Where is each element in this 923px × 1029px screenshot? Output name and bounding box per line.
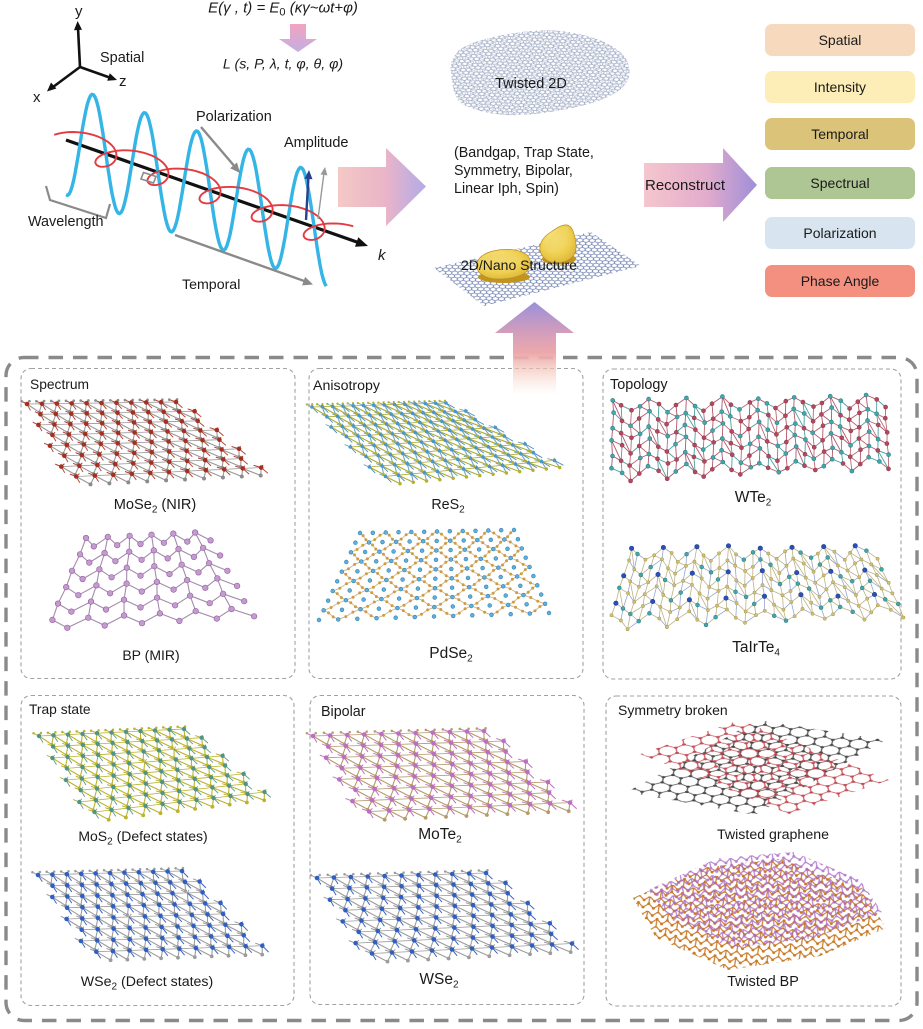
svg-text:Wavelength: Wavelength bbox=[28, 214, 103, 230]
svg-text:x: x bbox=[33, 89, 41, 106]
svg-text:Reconstruct: Reconstruct bbox=[645, 177, 726, 194]
svg-text:Polarization: Polarization bbox=[803, 225, 876, 241]
svg-text:Intensity: Intensity bbox=[814, 79, 866, 95]
svg-text:Symmetry broken: Symmetry broken bbox=[618, 702, 728, 718]
svg-text:Spectrual: Spectrual bbox=[810, 175, 869, 191]
svg-text:E(γ , t) = E0 (κγ~ωt+φ): E(γ , t) = E0 (κγ~ωt+φ) bbox=[208, 0, 358, 19]
svg-text:Polarization: Polarization bbox=[196, 109, 272, 125]
svg-text:Linear Iph, Spin): Linear Iph, Spin) bbox=[454, 181, 559, 197]
svg-text:Phase Angle: Phase Angle bbox=[801, 273, 880, 289]
svg-text:Trap state: Trap state bbox=[29, 702, 91, 717]
svg-text:BP (MIR): BP (MIR) bbox=[122, 647, 179, 663]
svg-text:ReS2: ReS2 bbox=[431, 497, 465, 516]
svg-text:Bipolar: Bipolar bbox=[321, 704, 366, 720]
svg-text:MoTe2: MoTe2 bbox=[418, 826, 462, 846]
svg-text:Twisted graphene: Twisted graphene bbox=[717, 827, 829, 843]
svg-text:WSe2 (Defect states): WSe2 (Defect states) bbox=[81, 974, 214, 993]
svg-text:Amplitude: Amplitude bbox=[284, 135, 348, 151]
svg-text:Twisted 2D: Twisted 2D bbox=[495, 76, 567, 92]
svg-text:Spectrum: Spectrum bbox=[30, 377, 89, 392]
svg-text:(Bandgap, Trap State,: (Bandgap, Trap State, bbox=[454, 145, 594, 161]
svg-text:y: y bbox=[75, 3, 83, 20]
svg-text:MoSe2 (NIR): MoSe2 (NIR) bbox=[114, 497, 197, 516]
svg-text:Spatial: Spatial bbox=[819, 32, 862, 48]
svg-text:Anisotropy: Anisotropy bbox=[313, 378, 381, 394]
svg-text:Spatial: Spatial bbox=[100, 50, 144, 66]
svg-text:z: z bbox=[119, 73, 127, 90]
svg-text:L (s, P, λ, t, φ, θ, φ): L (s, P, λ, t, φ, θ, φ) bbox=[223, 57, 343, 73]
svg-text:PdSe2: PdSe2 bbox=[429, 645, 473, 665]
svg-text:WTe2: WTe2 bbox=[735, 489, 772, 509]
svg-text:Twisted BP: Twisted BP bbox=[727, 974, 799, 990]
svg-text:MoS2 (Defect states): MoS2 (Defect states) bbox=[78, 828, 207, 848]
svg-text:Temporal: Temporal bbox=[811, 126, 869, 142]
svg-text:Topology: Topology bbox=[610, 377, 668, 393]
svg-text:TaIrTe4: TaIrTe4 bbox=[732, 639, 780, 659]
svg-text:WSe2: WSe2 bbox=[419, 971, 459, 991]
svg-text:k: k bbox=[378, 247, 387, 264]
svg-text:Symmetry, Bipolar,: Symmetry, Bipolar, bbox=[454, 163, 573, 179]
svg-text:Temporal: Temporal bbox=[182, 277, 240, 293]
svg-text:2D/Nano Structure: 2D/Nano Structure bbox=[461, 257, 577, 273]
